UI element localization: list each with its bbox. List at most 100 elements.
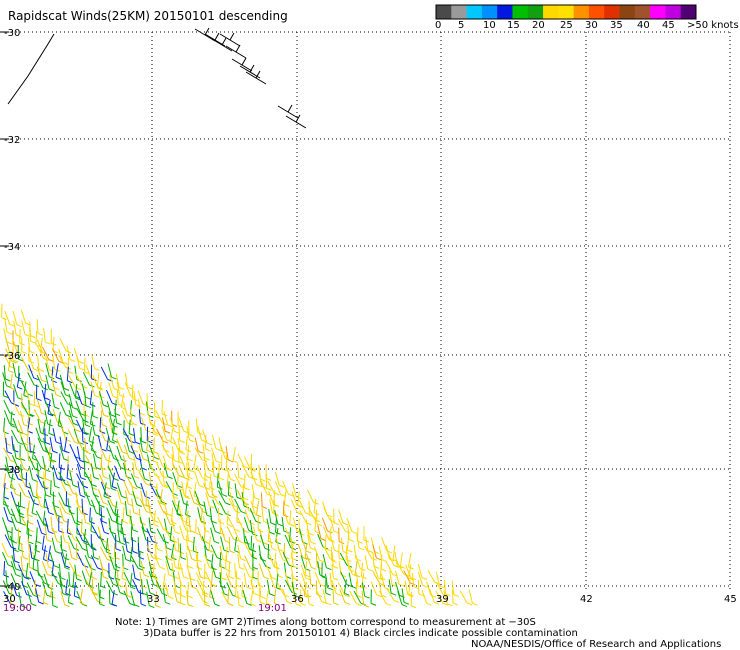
wind-barb	[66, 345, 71, 360]
wind-barb	[161, 444, 170, 458]
wind-barb	[21, 581, 28, 595]
wind-barb-flag	[410, 605, 417, 609]
wind-barb-flag	[134, 577, 141, 581]
wind-barb	[396, 561, 405, 575]
legend-label-0: 0	[435, 20, 442, 31]
wind-barb	[74, 383, 78, 398]
wind-barb-flag	[75, 397, 81, 401]
wind-barb	[282, 500, 285, 515]
wind-barb	[417, 571, 424, 586]
wind-barb	[186, 456, 191, 471]
wind-barb	[74, 365, 78, 380]
wind-barb-flag	[251, 467, 257, 471]
wind-barb	[35, 330, 38, 345]
wind-barb	[179, 543, 182, 558]
contamination-barb-flag	[287, 104, 293, 113]
wind-barb	[361, 582, 366, 597]
wind-barb	[345, 545, 348, 560]
wind-barb	[28, 465, 34, 480]
wind-barb	[58, 492, 65, 506]
wind-barb	[124, 537, 128, 552]
wind-barb	[255, 500, 260, 515]
wind-barb	[381, 573, 385, 588]
time-label-mid: 19:01	[258, 603, 287, 614]
wind-barb	[37, 355, 40, 370]
wind-barb	[322, 526, 330, 540]
wind-barb-flag	[447, 603, 453, 607]
wind-barb-flag	[34, 404, 40, 408]
wind-barb-flag	[119, 592, 126, 595]
wind-barb	[404, 580, 409, 595]
wind-barb	[45, 356, 50, 370]
wind-barb-flag	[333, 602, 339, 606]
wind-barb-flag	[203, 600, 209, 604]
wind-barb	[42, 588, 46, 603]
wind-barb-flag	[17, 441, 24, 445]
wind-barb	[203, 516, 206, 531]
wind-barb	[185, 500, 188, 515]
wind-barb	[209, 582, 213, 597]
wind-barb	[66, 480, 74, 494]
wind-barb-flag	[92, 415, 99, 419]
wind-barb	[49, 582, 54, 597]
wind-barb-flag	[274, 492, 280, 496]
wind-barb-flag	[393, 599, 400, 603]
wind-barb	[2, 551, 9, 566]
wind-barb	[309, 570, 312, 585]
wind-barb-flag	[188, 540, 194, 543]
wind-barb	[35, 481, 38, 496]
wind-barb	[11, 465, 19, 479]
wind-barb	[36, 339, 44, 353]
wind-barb	[226, 472, 230, 487]
legend-label-45: 45	[662, 20, 675, 31]
wind-barb-flag	[403, 601, 410, 605]
wind-barb	[10, 508, 18, 522]
wind-barb-flag	[258, 584, 264, 588]
wind-barb	[81, 570, 88, 585]
wind-barb-flag	[313, 501, 319, 505]
wind-barb-flag	[421, 577, 428, 580]
wind-barb	[89, 390, 93, 405]
wind-barb	[77, 481, 81, 496]
wind-barb	[132, 490, 138, 505]
wind-barb-flag	[162, 586, 169, 590]
wind-barb	[43, 573, 49, 588]
wind-barb-flag	[226, 560, 232, 564]
wind-barb-flag	[6, 451, 13, 455]
wind-barb	[209, 473, 212, 488]
wind-barb	[372, 544, 377, 559]
wind-barb	[42, 419, 46, 434]
wind-barb-flag	[24, 333, 31, 337]
wind-barb	[234, 498, 242, 512]
wind-barb-flag	[191, 586, 197, 590]
legend-label-20: 20	[532, 20, 545, 31]
wind-barb-flag	[9, 412, 15, 416]
wind-barb-flag	[15, 504, 21, 508]
wind-barb	[321, 517, 328, 532]
wind-barb-flag	[235, 584, 242, 588]
wind-barb	[234, 473, 242, 487]
wind-barb-flag	[422, 584, 428, 588]
wind-barb	[218, 437, 223, 452]
wind-barb	[307, 533, 311, 548]
wind-barb	[10, 429, 19, 443]
wind-barb	[107, 465, 115, 479]
wind-barb	[226, 510, 229, 525]
wind-barb-flag	[173, 576, 180, 580]
wind-barb	[243, 517, 250, 531]
wind-barb	[52, 355, 56, 370]
wind-barb	[123, 571, 131, 585]
wind-barb	[204, 545, 207, 560]
wind-barb-flag	[91, 466, 98, 470]
wind-barb-flag	[398, 583, 405, 587]
wind-barb-flag	[131, 422, 138, 426]
wind-barb-flag	[179, 451, 186, 455]
wind-barb	[356, 572, 359, 587]
wind-barb-flag	[91, 576, 98, 580]
wind-barb-flag	[27, 393, 34, 397]
wind-barb-flag	[187, 548, 193, 552]
wind-barb	[171, 490, 176, 505]
wind-barb-flag	[23, 424, 29, 428]
wind-barb	[259, 553, 267, 567]
wind-barb-flag	[48, 459, 55, 463]
